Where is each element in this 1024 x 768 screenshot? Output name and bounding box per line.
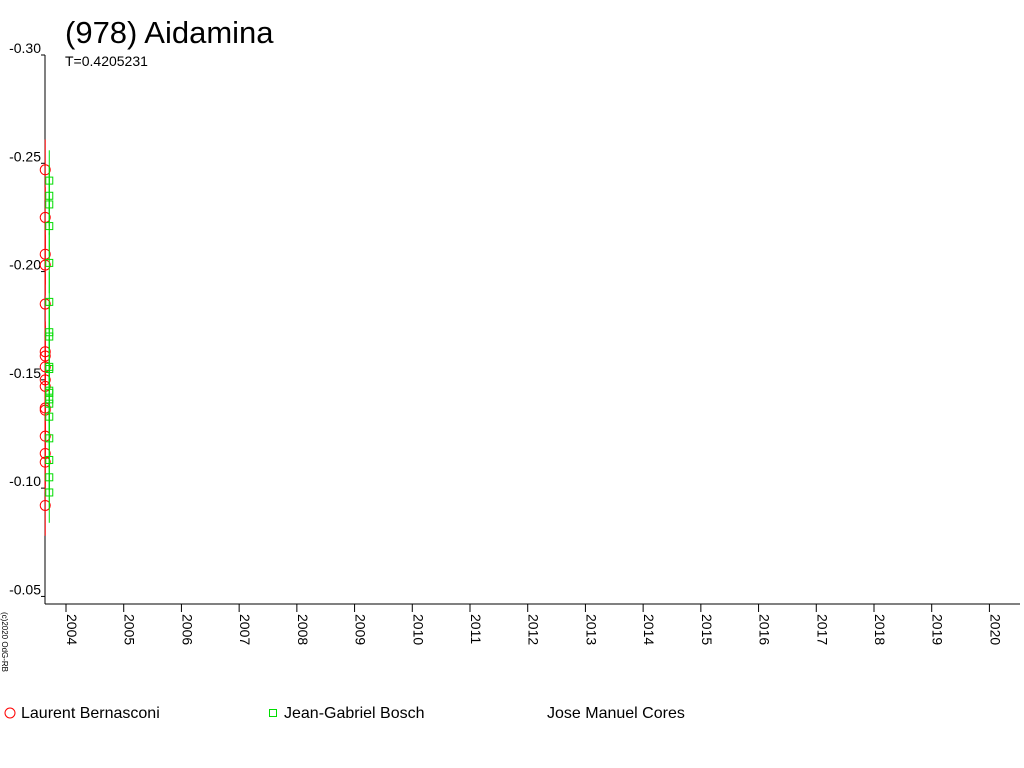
data-point — [39, 211, 51, 223]
credit: (c)2020 OdG-RB — [0, 612, 9, 672]
x-tick-label: 2007 — [237, 614, 253, 645]
data-point — [39, 374, 51, 386]
x-tick-label: 2014 — [641, 614, 657, 645]
legend-label: Jose Manuel Cores — [547, 705, 685, 722]
x-tick-label: 2019 — [930, 614, 946, 645]
data-point — [45, 191, 54, 200]
x-tick-label: 2004 — [64, 614, 80, 645]
data-point — [45, 395, 54, 404]
x-tick-label: 2009 — [353, 614, 369, 645]
x-tick-label: 2015 — [699, 614, 715, 645]
x-tick-label: 2017 — [814, 614, 830, 645]
x-tick-label: 2006 — [179, 614, 195, 645]
data-point — [39, 380, 51, 392]
data-point — [39, 456, 51, 468]
y-tick-label: -0.05 — [9, 581, 41, 597]
data-point — [45, 488, 54, 497]
data-point — [39, 499, 51, 511]
data-point — [45, 222, 54, 231]
y-tick-label: -0.10 — [9, 473, 41, 489]
legend-marker — [269, 709, 277, 717]
y-tick-label: -0.30 — [9, 40, 41, 56]
data-point — [39, 430, 51, 442]
data-point — [45, 388, 54, 397]
x-tick-label: 2005 — [122, 614, 138, 645]
data-point — [45, 332, 54, 341]
data-point — [45, 412, 54, 421]
data-point — [45, 365, 54, 374]
legend-label: Jean-Gabriel Bosch — [284, 705, 425, 722]
data-point — [39, 404, 51, 416]
data-point — [39, 361, 51, 373]
x-tick-label: 2010 — [410, 614, 426, 645]
data-point — [39, 298, 51, 310]
legend-label: Laurent Bernasconi — [21, 705, 160, 722]
x-tick-label: 2012 — [526, 614, 542, 645]
data-point — [45, 455, 54, 464]
y-tick-label: -0.25 — [9, 148, 41, 164]
data-point — [45, 473, 54, 482]
x-tick-label: 2018 — [872, 614, 888, 645]
data-point — [39, 248, 51, 260]
data-point — [39, 346, 51, 358]
data-point — [39, 164, 51, 176]
x-tick-label: 2013 — [583, 614, 599, 645]
data-point — [45, 399, 54, 408]
legend-marker — [4, 707, 16, 719]
data-point — [39, 447, 51, 459]
x-tick-label: 2008 — [295, 614, 311, 645]
x-tick-label: 2011 — [468, 614, 484, 644]
y-tick-label: -0.20 — [9, 257, 41, 273]
data-point — [39, 350, 51, 362]
x-tick-label: 2016 — [757, 614, 773, 645]
data-point — [45, 434, 54, 443]
chart-title: (978) Aidamina — [65, 15, 274, 50]
data-point — [45, 328, 54, 337]
chart-subtitle: T=0.4205231 — [65, 53, 148, 69]
data-point — [39, 259, 51, 271]
y-tick-label: -0.15 — [9, 365, 41, 381]
data-point — [45, 297, 54, 306]
data-point — [45, 176, 54, 185]
x-tick-label: 2020 — [987, 614, 1003, 645]
data-point — [45, 258, 54, 267]
data-point — [45, 200, 54, 209]
